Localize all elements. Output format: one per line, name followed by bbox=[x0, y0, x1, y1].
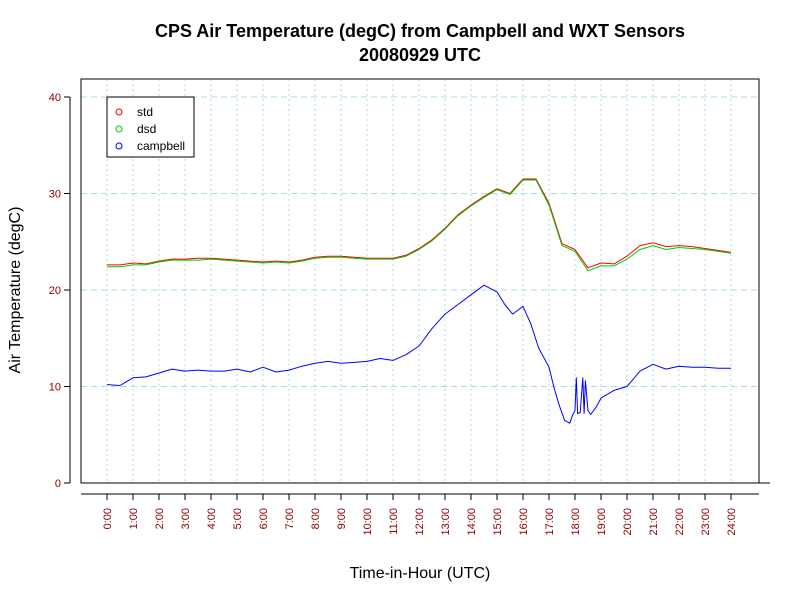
x-tick-label-13: 13:00 bbox=[440, 508, 452, 536]
x-tick-label-5: 5:00 bbox=[232, 508, 244, 529]
x-tick-label-8: 8:00 bbox=[310, 508, 322, 529]
x-tick-label-10: 10:00 bbox=[362, 508, 374, 536]
legend-label-std: std bbox=[137, 105, 153, 119]
x-tick-label-15: 15:00 bbox=[492, 508, 504, 536]
x-tick-label-2: 2:00 bbox=[154, 508, 166, 529]
x-tick-label-22: 22:00 bbox=[674, 508, 686, 536]
x-tick-label-0: 0:00 bbox=[102, 508, 114, 529]
chart-title: CPS Air Temperature (degC) from Campbell… bbox=[155, 21, 685, 41]
legend-label-dsd: dsd bbox=[137, 122, 156, 136]
x-tick-label-1: 1:00 bbox=[128, 508, 140, 529]
y-tick-label-0: 0 bbox=[55, 478, 61, 490]
x-tick-label-4: 4:00 bbox=[206, 508, 218, 529]
x-tick-label-12: 12:00 bbox=[414, 508, 426, 536]
series-line-std bbox=[107, 178, 732, 269]
legend-marker-campbell bbox=[115, 142, 123, 150]
x-tick-label-6: 6:00 bbox=[258, 508, 270, 529]
x-tick-label-17: 17:00 bbox=[544, 508, 556, 536]
x-tick-label-20: 20:00 bbox=[622, 508, 634, 536]
x-tick-label-21: 21:00 bbox=[648, 508, 660, 536]
chart-subtitle: 20080929 UTC bbox=[359, 45, 481, 65]
y-tick-label-2: 20 bbox=[49, 285, 61, 297]
legend-marker-std bbox=[115, 108, 123, 116]
x-axis-label: Time-in-Hour (UTC) bbox=[350, 565, 491, 582]
x-tick-label-7: 7:00 bbox=[284, 508, 296, 529]
grid-lines bbox=[81, 79, 759, 484]
legend-marker-dsd bbox=[115, 125, 123, 133]
y-tick-label-4: 40 bbox=[49, 92, 61, 104]
y-tick-label-1: 10 bbox=[49, 382, 61, 394]
x-tick-label-23: 23:00 bbox=[700, 508, 712, 536]
plot-frame bbox=[80, 78, 760, 484]
y-axis-label: Air Temperature (degC) bbox=[7, 207, 24, 374]
y-tick-label-3: 30 bbox=[49, 189, 61, 201]
x-tick-label-14: 14:00 bbox=[466, 508, 478, 536]
legend: std dsd campbell bbox=[106, 96, 195, 158]
x-tick-label-24: 24:00 bbox=[726, 508, 738, 536]
x-tick-label-3: 3:00 bbox=[180, 508, 192, 529]
x-tick-label-16: 16:00 bbox=[518, 508, 530, 536]
legend-label-campbell: campbell bbox=[137, 139, 185, 153]
x-tick-label-18: 18:00 bbox=[570, 508, 582, 536]
x-tick-label-11: 11:00 bbox=[388, 508, 400, 535]
series-lines bbox=[106, 178, 732, 424]
x-axis: 0:00 1:00 2:00 3:00 4:00 5:00 6:00 7:00 8:00 9:00… bbox=[81, 493, 759, 536]
x-tick-label-9: 9:00 bbox=[336, 508, 348, 529]
y-axis: 0 10 20 30 40 bbox=[49, 92, 71, 490]
series-line-campbell bbox=[106, 284, 731, 424]
series-line-dsd bbox=[107, 179, 732, 272]
x-tick-label-19: 19:00 bbox=[596, 508, 608, 536]
